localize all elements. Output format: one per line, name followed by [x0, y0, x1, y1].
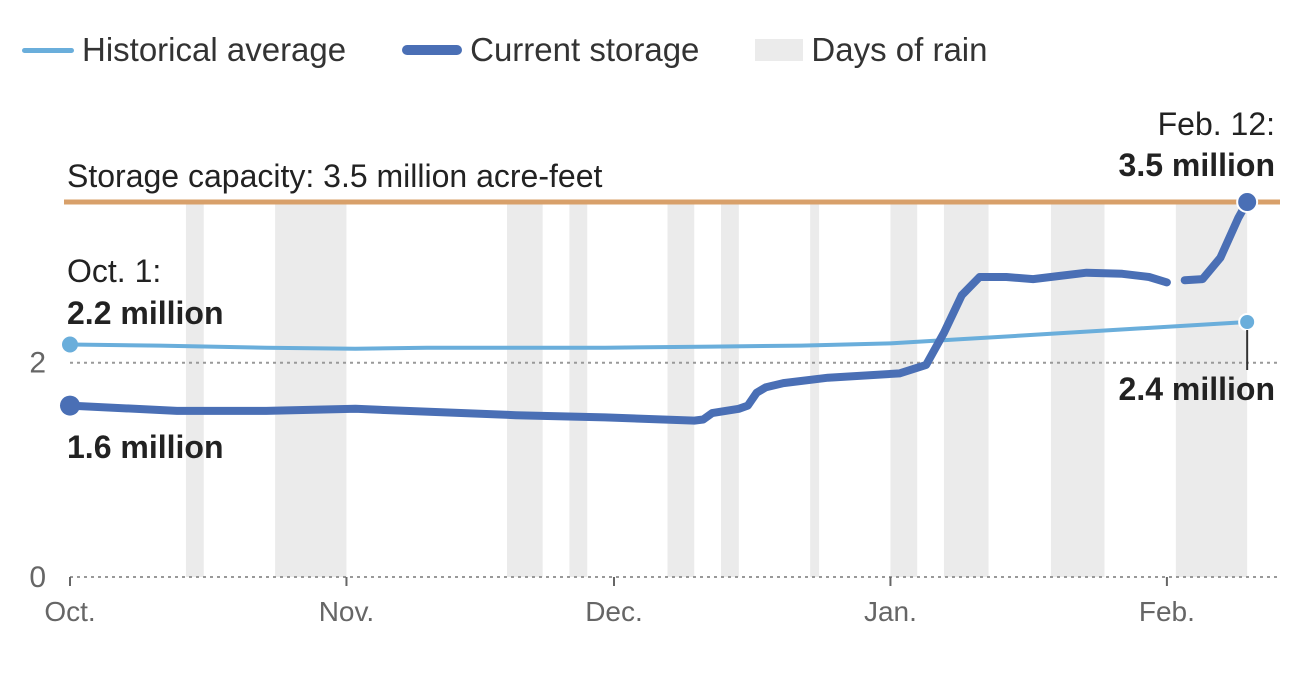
historical-average-line — [68, 320, 1250, 351]
current-end-dot — [1236, 191, 1259, 213]
rain-band-3 — [506, 202, 543, 577]
legend: Historical average Current storage Days … — [22, 30, 1043, 70]
start-historical-value: 2.2 million — [67, 295, 223, 331]
start-current-value: 1.6 million — [67, 429, 223, 465]
rain-band-7 — [810, 202, 820, 577]
rain-band-1 — [185, 202, 204, 577]
legend-item-historical: Historical average — [22, 31, 346, 69]
legend-item-current: Current storage — [402, 31, 699, 69]
x-tick-label-feb: Feb. — [1139, 596, 1195, 627]
end-current-value: 3.5 million — [1119, 147, 1275, 183]
y-tick-label-0: 0 — [29, 561, 46, 594]
historical-start-dot — [62, 336, 78, 353]
legend-item-rain: Days of rain — [755, 31, 987, 69]
legend-label-historical: Historical average — [82, 31, 347, 68]
current-storage-line-2 — [1180, 198, 1252, 285]
rain-band-8 — [890, 202, 918, 577]
capacity-label: Storage capacity: 3.5 million acre-feet — [67, 158, 602, 194]
y-tick-label-2: 2 — [29, 347, 46, 380]
current-storage-line-1 — [66, 268, 1171, 425]
x-tick-label-jan: Jan. — [864, 596, 917, 627]
end-historical-value: 2.4 million — [1119, 371, 1275, 407]
x-tick-label-oct: Oct. — [44, 596, 95, 627]
historical-end-dot — [1238, 313, 1257, 331]
start-date-label: Oct. 1: — [67, 253, 161, 289]
legend-label-rain: Days of rain — [811, 31, 988, 68]
legend-swatch-historical — [22, 47, 74, 53]
legend-swatch-rain — [755, 39, 804, 61]
legend-swatch-current — [402, 45, 463, 55]
x-tick-label-nov: Nov. — [319, 596, 375, 627]
end-date-label: Feb. 12: — [1158, 106, 1275, 142]
rain-band-2 — [275, 202, 347, 577]
rain-band-4 — [569, 202, 588, 577]
x-tick-label-dec: Dec. — [585, 596, 643, 627]
rain-band-6 — [721, 202, 739, 577]
current-start-dot — [60, 395, 80, 416]
rain-band-10 — [1050, 202, 1105, 577]
rain-band-5 — [667, 202, 695, 577]
legend-label-current: Current storage — [470, 31, 700, 68]
rain-band-9 — [943, 202, 989, 577]
